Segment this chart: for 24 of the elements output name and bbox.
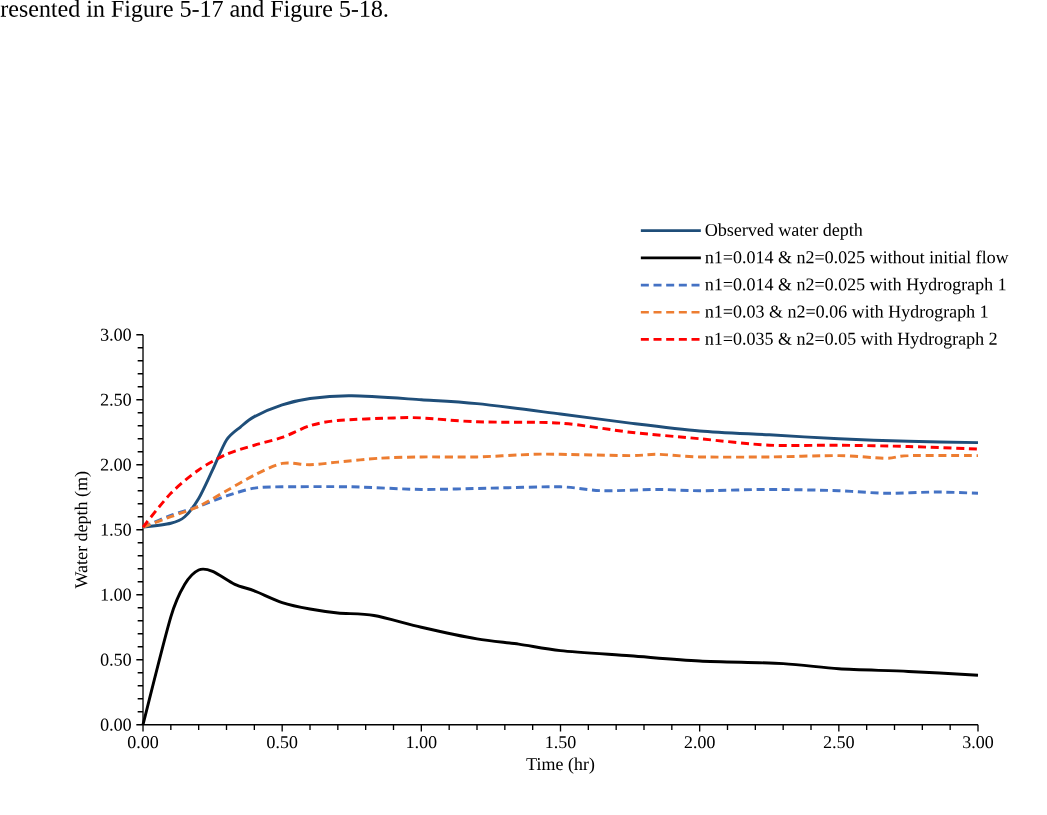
legend-label: n1=0.03 & n2=0.06 with Hydrograph 1 — [705, 305, 988, 322]
y-tick-label: 1.50 — [101, 523, 131, 536]
x-tick-label: 1.50 — [546, 736, 576, 749]
line-series — [141, 394, 980, 529]
legend-label: n1=0.014 & n2=0.025 with Hydrograph 1 — [705, 277, 1006, 295]
x-tick-label: 2.50 — [823, 736, 854, 749]
legend-label: n1=0.014 & n2=0.025 without initial flow — [705, 250, 1009, 264]
text: resented in Figure 5-17 and Figure 5-18. — [0, 0, 388, 22]
x-tick-label: 3.00 — [963, 736, 994, 749]
line-series — [141, 416, 980, 529]
legend-label: n1=0.035 & n2=0.05 with Hydrograph 2 — [705, 332, 997, 349]
legend-label: Observed water depth — [705, 223, 863, 240]
y-tick-label: 2.00 — [100, 458, 131, 471]
x-tick-label: 1.00 — [407, 736, 437, 749]
y-tick-label: 1.00 — [101, 588, 131, 601]
x-tick-label: 2.00 — [684, 736, 715, 749]
y-tick-label: 3.00 — [100, 328, 131, 341]
x-tick-label: 0.50 — [267, 736, 298, 749]
y-tick-label: 0.50 — [100, 653, 131, 666]
x-tick-label: 0.00 — [127, 736, 159, 749]
x-axis-title: Time (hr) — [526, 757, 595, 774]
y-tick-label: 0.00 — [100, 718, 131, 731]
y-tick-label: 2.50 — [100, 393, 131, 406]
y-axis-title: Water depth (m) — [74, 471, 91, 589]
